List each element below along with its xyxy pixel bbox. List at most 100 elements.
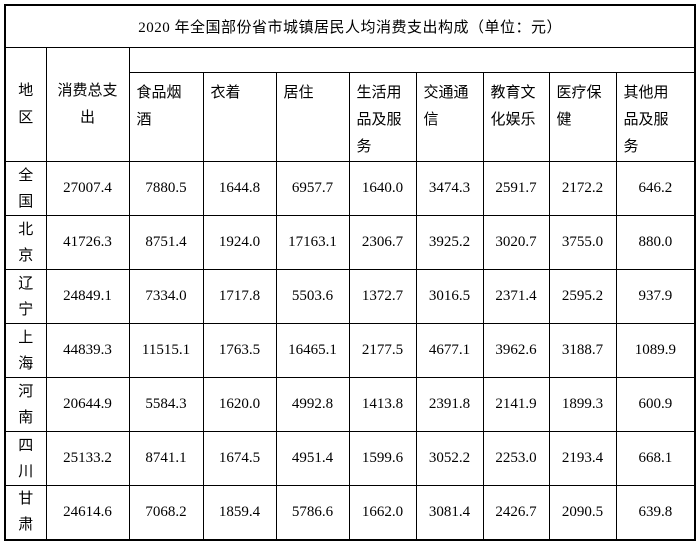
value-cell: 1644.8 [202,161,277,216]
region-cell: 甘肃 [4,485,47,540]
value-cell: 5503.6 [275,269,350,324]
value-cell: 2253.0 [482,431,550,486]
value-cell: 3016.5 [415,269,484,324]
value-cell: 2371.4 [482,269,550,324]
value-cell: 2172.2 [548,161,617,216]
value-cell: 6957.7 [275,161,350,216]
value-cell: 24614.6 [45,485,130,540]
value-cell: 3020.7 [482,215,550,270]
value-cell: 2141.9 [482,377,550,432]
category-header-row: 食品烟酒 衣着 居住 生活用品及服务 交通通信 教育文化娱乐 医疗保健 其他用品… [5,72,696,162]
consumption-expenditure-table: 2020 年全国部份省市城镇居民人均消费支出构成（单位：元） 地区 消费总支出 … [4,4,697,541]
value-cell: 1089.9 [615,323,696,378]
value-cell: 2595.2 [548,269,617,324]
header-label: 其他用品及服务 [623,85,669,155]
value-cell: 2591.7 [482,161,550,216]
table-body: 全国 27007.4 7880.5 1644.8 6957.7 1640.0 3474.3 2… [4,161,696,540]
region-cell: 四川 [4,431,47,486]
region-cell: 上海 [4,323,47,378]
region-cell: 全国 [4,161,47,216]
value-cell: 41726.3 [45,215,130,270]
header-empty-strip [128,47,696,73]
table-row: 甘肃 24614.6 7068.2 1859.4 5786.6 1662.0 3081.4 2… [4,485,696,540]
header-clothing: 衣着 [202,72,277,162]
header-region: 地区 [4,47,47,162]
value-cell: 1599.6 [348,431,417,486]
value-cell: 4677.1 [415,323,484,378]
value-cell: 20644.9 [45,377,130,432]
value-cell: 1413.8 [348,377,417,432]
header-label: 生活用品及服务 [356,85,402,155]
value-cell: 27007.4 [45,161,130,216]
region-label: 辽宁 [18,275,34,318]
value-cell: 3081.4 [415,485,484,540]
value-cell: 8751.4 [128,215,204,270]
value-cell: 1717.8 [202,269,277,324]
value-cell: 880.0 [615,215,696,270]
header-healthcare: 医疗保健 [548,72,617,162]
value-cell: 639.8 [615,485,696,540]
value-cell: 1899.3 [548,377,617,432]
value-cell: 1763.5 [202,323,277,378]
header-education-culture-recreation: 教育文化娱乐 [482,72,550,162]
value-cell: 11515.1 [128,323,204,378]
header-total-expenditure-label: 消费总支出 [57,82,118,126]
table-row: 全国 27007.4 7880.5 1644.8 6957.7 1640.0 3474.3 2… [4,161,696,216]
value-cell: 2177.5 [348,323,417,378]
table-row: 四川 25133.2 8741.1 1674.5 4951.4 1599.6 3052.2 2… [4,431,696,486]
region-cell: 北京 [4,215,47,270]
header-label: 居住 [283,85,314,101]
region-label: 四川 [18,437,34,480]
header-label: 教育文化娱乐 [490,85,536,128]
header-transport-communication: 交通通信 [415,72,484,162]
table-row: 北京 41726.3 8751.4 1924.0 17163.1 2306.7 3925.2… [4,215,696,270]
title-row: 2020 年全国部份省市城镇居民人均消费支出构成（单位：元） [4,4,696,48]
header-other-goods-services: 其他用品及服务 [615,72,696,162]
header-region-label: 地区 [18,82,34,126]
value-cell: 646.2 [615,161,696,216]
value-cell: 1640.0 [348,161,417,216]
value-cell: 2426.7 [482,485,550,540]
value-cell: 2391.8 [415,377,484,432]
value-cell: 3052.2 [415,431,484,486]
value-cell: 4951.4 [275,431,350,486]
value-cell: 7068.2 [128,485,204,540]
table-row: 河南 20644.9 5584.3 1620.0 4992.8 1413.8 2391.8 2… [4,377,696,432]
header-label: 医疗保健 [556,85,602,128]
value-cell: 3925.2 [415,215,484,270]
value-cell: 16465.1 [275,323,350,378]
region-label: 河南 [18,383,34,426]
region-label: 北京 [18,221,34,264]
value-cell: 7334.0 [128,269,204,324]
value-cell: 1924.0 [202,215,277,270]
value-cell: 3962.6 [482,323,550,378]
header-total-expenditure: 消费总支出 [45,47,130,162]
header-household-goods-services: 生活用品及服务 [348,72,417,162]
value-cell: 8741.1 [128,431,204,486]
value-cell: 1620.0 [202,377,277,432]
value-cell: 44839.3 [45,323,130,378]
region-label: 甘肃 [18,491,34,534]
table-title: 2020 年全国部份省市城镇居民人均消费支出构成（单位：元） [4,4,696,48]
value-cell: 2306.7 [348,215,417,270]
value-cell: 4992.8 [275,377,350,432]
region-label: 上海 [18,329,34,372]
value-cell: 5584.3 [128,377,204,432]
region-cell: 辽宁 [4,269,47,324]
table-row: 辽宁 24849.1 7334.0 1717.8 5503.6 1372.7 3016.5 2… [4,269,696,324]
value-cell: 5786.6 [275,485,350,540]
header-label: 衣着 [210,85,241,101]
value-cell: 600.9 [615,377,696,432]
value-cell: 3188.7 [548,323,617,378]
value-cell: 1674.5 [202,431,277,486]
header-food-tobacco-alcohol: 食品烟酒 [128,72,204,162]
value-cell: 668.1 [615,431,696,486]
value-cell: 25133.2 [45,431,130,486]
region-label: 全国 [18,167,34,210]
value-cell: 2090.5 [548,485,617,540]
value-cell: 24849.1 [45,269,130,324]
header-label: 交通通信 [423,85,469,128]
header-housing: 居住 [275,72,350,162]
value-cell: 937.9 [615,269,696,324]
